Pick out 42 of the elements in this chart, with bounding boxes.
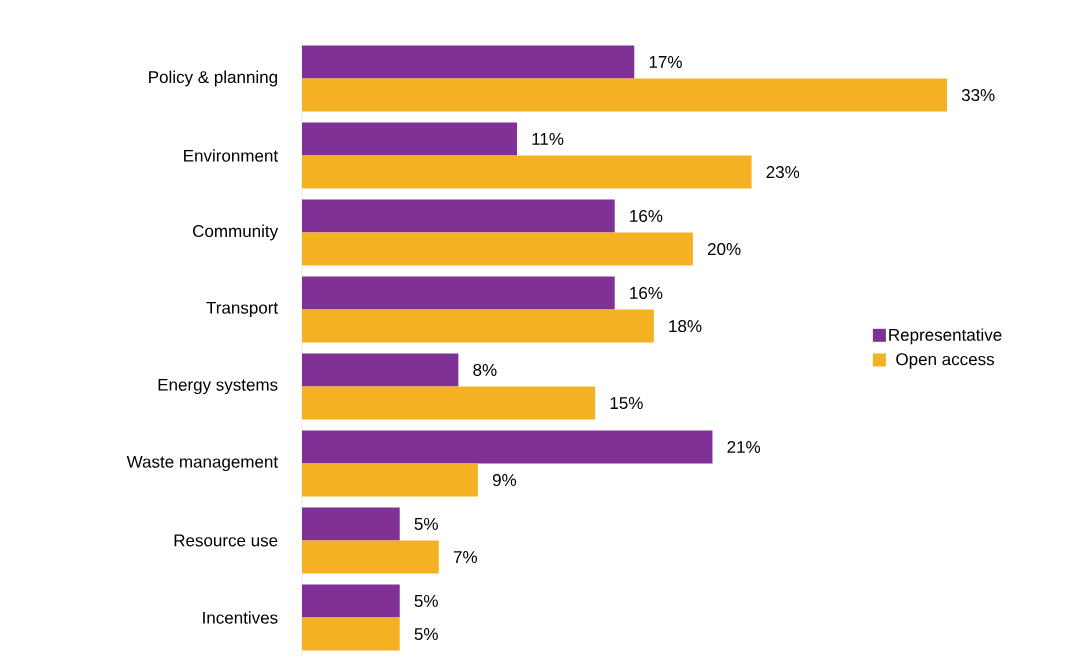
data-label: 5% [414, 628, 438, 641]
bar [302, 584, 400, 618]
data-label: 7% [453, 551, 477, 563]
bar [302, 199, 615, 233]
y-tick-label: Environment [184, 149, 278, 162]
data-label: 15% [610, 397, 643, 410]
bar [302, 353, 459, 387]
bar [302, 463, 478, 497]
data-label: 5% [414, 594, 438, 607]
bar [302, 507, 400, 541]
bar [302, 540, 439, 574]
bar [302, 430, 713, 464]
data-label: 11% [532, 133, 564, 145]
data-label: 9% [492, 474, 517, 487]
bar [302, 309, 654, 343]
y-tick-label: Incentives [203, 611, 278, 624]
y-tick-label: Transport [206, 301, 278, 318]
data-label: 8% [473, 363, 497, 376]
bar [302, 617, 400, 651]
y-tick-label: Resource use [174, 534, 278, 547]
bar [302, 122, 517, 156]
bar [302, 78, 947, 112]
data-label: 17% [649, 56, 682, 68]
data-label: 18% [669, 320, 702, 333]
bar [302, 386, 596, 420]
bar [302, 232, 693, 266]
bar [302, 276, 615, 310]
data-label: 16% [630, 209, 663, 222]
data-label: 20% [707, 243, 741, 256]
bar [302, 155, 752, 189]
legend-label: Representative [889, 328, 1002, 345]
data-label: 23% [766, 166, 800, 179]
legend-label: Open access [896, 353, 995, 369]
y-tick-label: Community [193, 224, 279, 241]
data-label: 21% [727, 440, 761, 453]
y-tick-label: Energy systems [158, 378, 278, 395]
y-tick-label: Policy & planning [149, 70, 277, 87]
data-label: 33% [961, 89, 995, 102]
y-tick-label: Waste management [126, 455, 278, 472]
data-label: 5% [414, 517, 438, 530]
bar [302, 45, 635, 79]
data-label: 16% [630, 286, 663, 299]
